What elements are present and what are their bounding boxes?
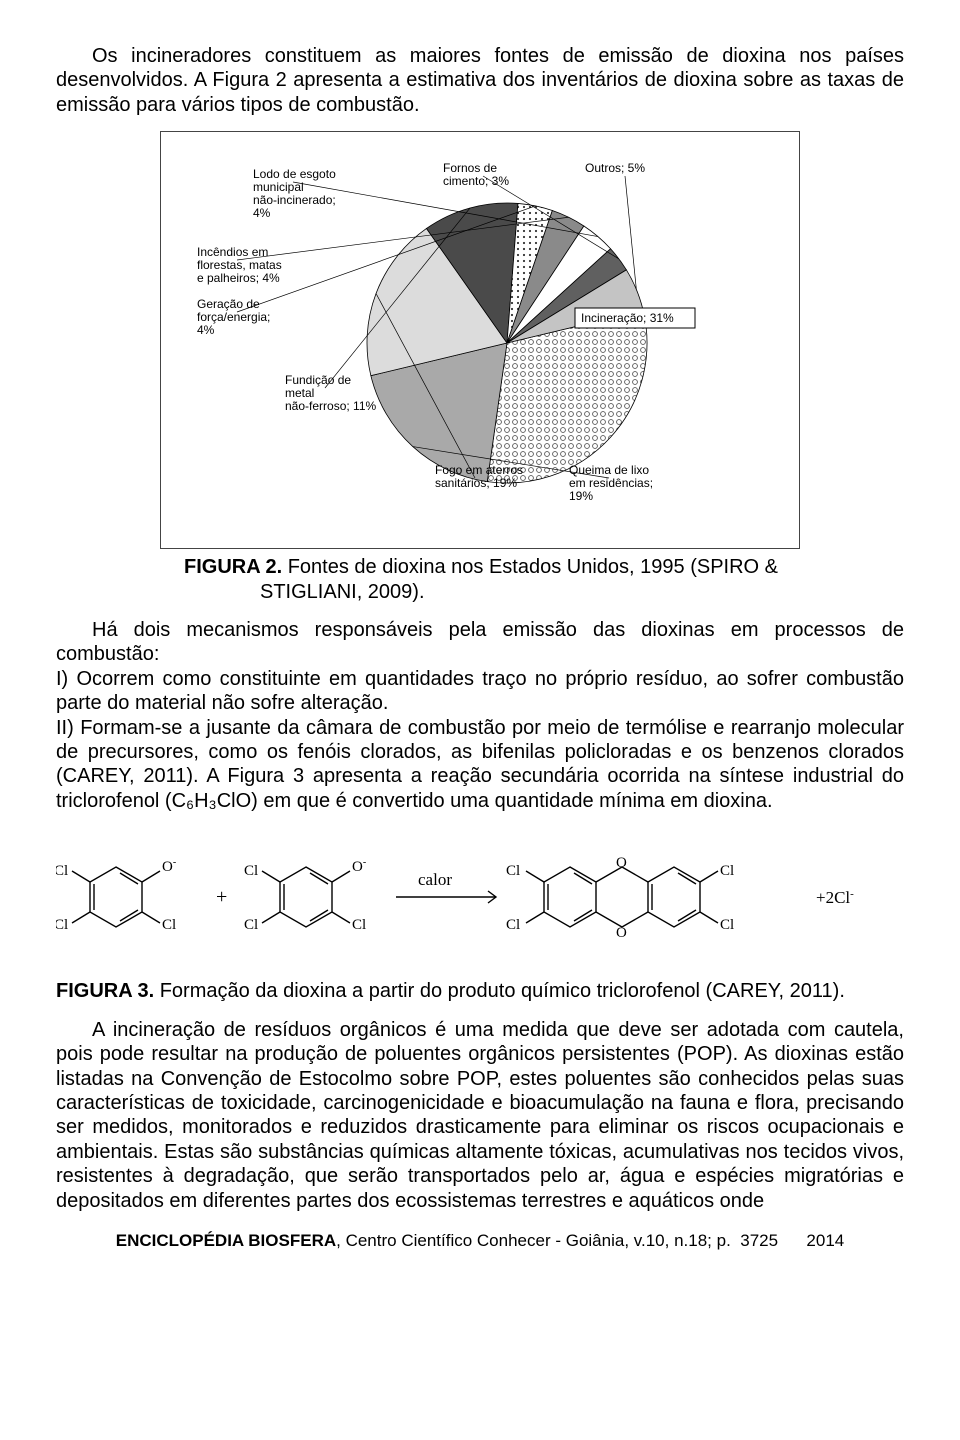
figure-2-caption-text: Fontes de dioxina nos Estados Unidos, 19… — [260, 556, 778, 602]
page-footer: ENCICLOPÉDIA BIOSFERA, Centro Científico… — [56, 1231, 904, 1252]
figure-2-pie-chart: Queima de lixoem residências;19% Fogo em … — [167, 138, 793, 538]
svg-text:cimento; 3%: cimento; 3% — [443, 174, 509, 188]
figure-2-caption: FIGURA 2. Fontes de dioxina nos Estados … — [184, 555, 794, 604]
svg-text:Incineração; 31%: Incineração; 31% — [581, 311, 674, 325]
svg-text:Cl: Cl — [56, 917, 68, 933]
figure-3-caption-label: FIGURA 3. — [56, 980, 154, 1002]
svg-text:Cl: Cl — [244, 863, 258, 879]
footer-year: 2014 — [806, 1231, 844, 1250]
svg-text:sanitários; 19%: sanitários; 19% — [435, 476, 517, 490]
reaction-byproduct: +2Cl- — [816, 888, 854, 907]
footer-page: 3725 — [740, 1231, 778, 1250]
intro-paragraph: Os incineradores constituem as maiores f… — [56, 44, 904, 117]
mech-intro: Há dois mecanismos responsáveis pela emi… — [56, 619, 904, 665]
mech-item-1: I) Ocorrem como constituinte em quantida… — [56, 668, 904, 714]
figure-2-container: Queima de lixoem residências;19% Fogo em … — [160, 131, 800, 549]
svg-text:+: + — [216, 886, 227, 908]
svg-text:Cl: Cl — [720, 917, 734, 933]
footer-rest: , Centro Científico Conhecer - Goiânia, … — [336, 1231, 731, 1250]
figure-3-caption: FIGURA 3. Formação da dioxina a partir d… — [56, 979, 904, 1003]
footer-journal: ENCICLOPÉDIA BIOSFERA — [116, 1231, 336, 1250]
svg-text:O: O — [616, 925, 627, 941]
svg-text:Cl: Cl — [506, 863, 520, 879]
svg-text:4%: 4% — [197, 323, 215, 337]
svg-text:Geração de: Geração de — [197, 297, 260, 311]
svg-text:O-: O- — [352, 857, 366, 875]
svg-text:Cl: Cl — [56, 863, 68, 879]
svg-text:metal: metal — [285, 386, 314, 400]
svg-text:Fundição de: Fundição de — [285, 373, 351, 387]
svg-text:Cl: Cl — [162, 917, 176, 933]
svg-text:Lodo de esgoto: Lodo de esgoto — [253, 167, 336, 181]
svg-text:4%: 4% — [253, 206, 271, 220]
figure-3-reaction-scheme: O- Cl Cl Cl + O- Cl Cl — [56, 827, 904, 967]
mech-item-2: II) Formam-se a jusante da câmara de com… — [56, 717, 904, 812]
svg-text:não-incinerado;: não-incinerado; — [253, 193, 336, 207]
figure-3-caption-text: Formação da dioxina a partir do produto … — [160, 980, 845, 1002]
svg-text:O-: O- — [162, 857, 176, 875]
svg-text:municipal: municipal — [253, 180, 304, 194]
svg-text:Cl: Cl — [506, 917, 520, 933]
figure-3-container: O- Cl Cl Cl + O- Cl Cl — [56, 827, 904, 973]
svg-text:Cl: Cl — [352, 917, 366, 933]
svg-text:Cl: Cl — [720, 863, 734, 879]
svg-text:O: O — [616, 855, 627, 871]
svg-text:Fogo em aterros: Fogo em aterros — [435, 463, 523, 477]
svg-text:Outros; 5%: Outros; 5% — [585, 161, 645, 175]
svg-text:florestas, matas: florestas, matas — [197, 258, 282, 272]
svg-text:Cl: Cl — [244, 917, 258, 933]
svg-text:19%: 19% — [569, 489, 593, 503]
svg-text:Incêndios em: Incêndios em — [197, 245, 268, 259]
svg-text:Fornos de: Fornos de — [443, 161, 497, 175]
svg-text:Queima de lixo: Queima de lixo — [569, 463, 649, 477]
svg-text:e palheiros; 4%: e palheiros; 4% — [197, 271, 280, 285]
reaction-arrow-label: calor — [418, 870, 452, 889]
svg-text:em residências;: em residências; — [569, 476, 653, 490]
svg-text:não-ferroso; 11%: não-ferroso; 11% — [285, 399, 376, 413]
figure-2-caption-label: FIGURA 2. — [184, 556, 282, 578]
mechanisms-paragraph: Há dois mecanismos responsáveis pela emi… — [56, 618, 904, 813]
conclusion-paragraph: A incineração de resíduos orgânicos é um… — [56, 1018, 904, 1213]
svg-text:força/energia;: força/energia; — [197, 310, 270, 324]
